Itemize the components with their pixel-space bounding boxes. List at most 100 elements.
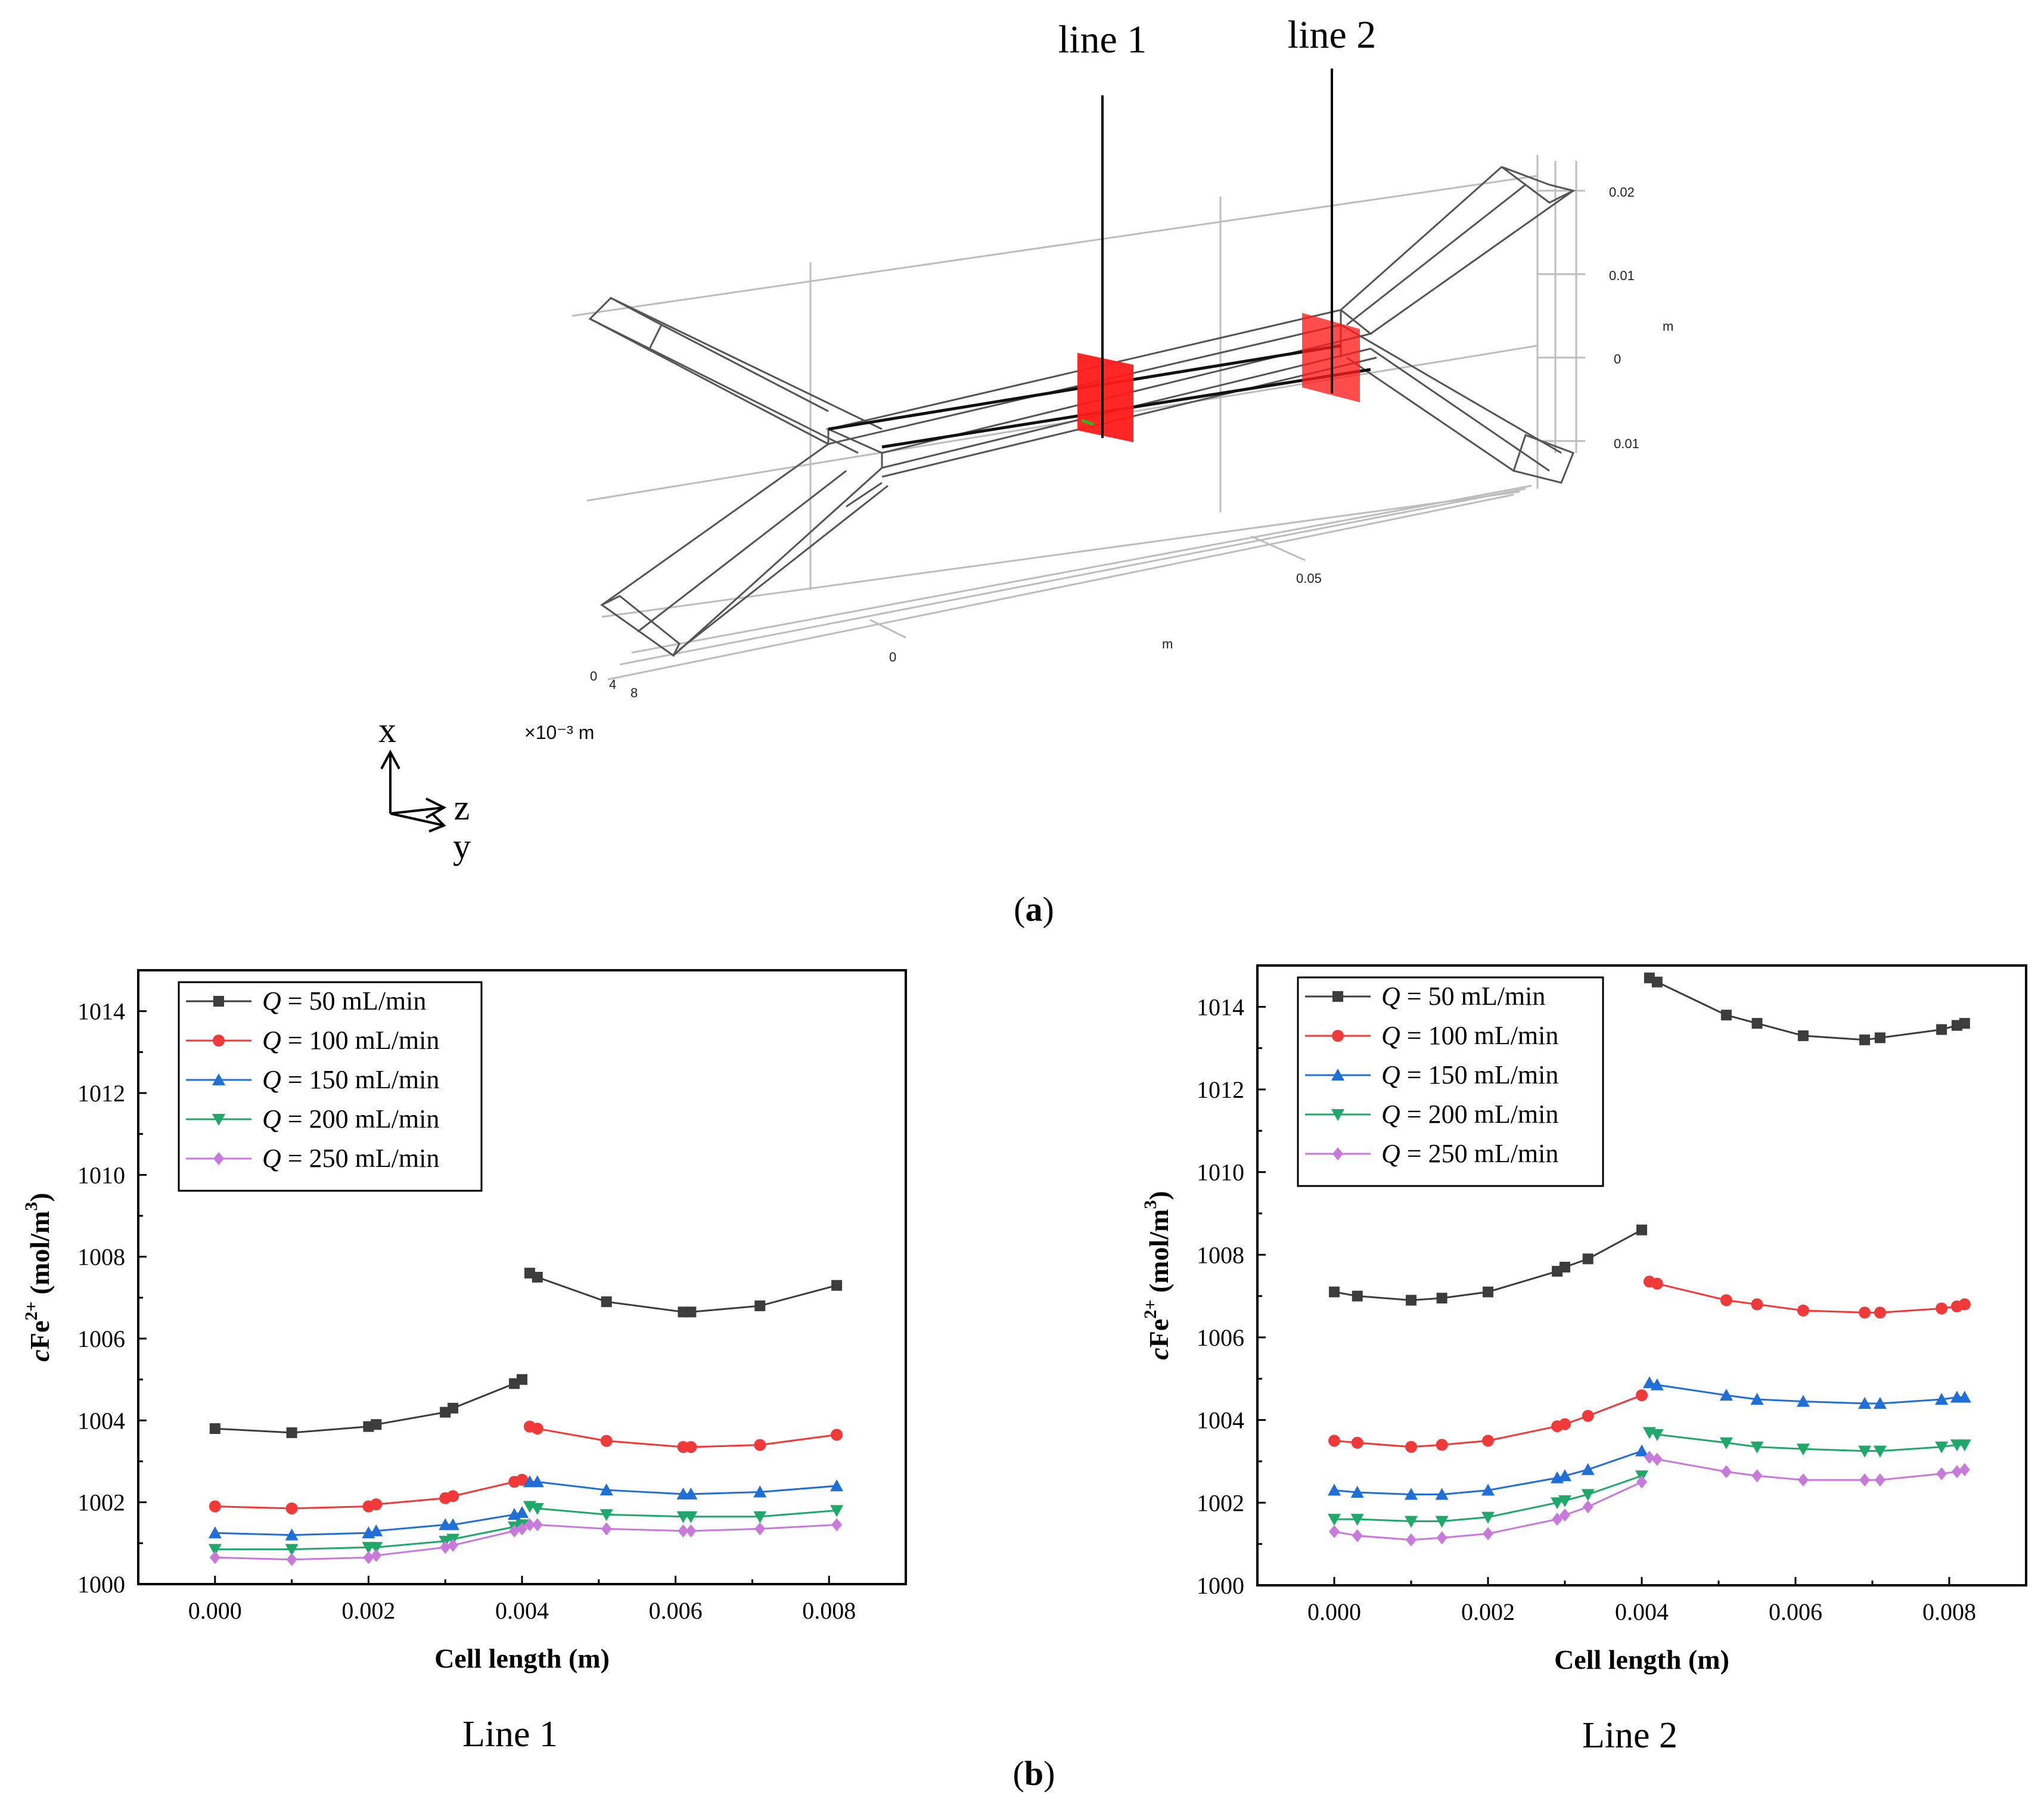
data-point <box>1582 1500 1593 1514</box>
data-point <box>286 1427 297 1438</box>
data-point <box>1797 1030 1809 1041</box>
data-point <box>1650 1429 1664 1441</box>
panel-b-letter: b <box>1024 1754 1043 1793</box>
y-axis-label: cFe2+ (mol/m3) <box>1141 1191 1174 1359</box>
data-point <box>1858 1396 1872 1409</box>
data-point <box>1436 1531 1447 1545</box>
data-point <box>369 1524 383 1536</box>
legend-marker <box>213 1035 225 1047</box>
y-tick-label: 1010 <box>77 1162 125 1188</box>
data-point <box>532 1518 543 1532</box>
series-3 <box>1328 1376 1971 1500</box>
data-point <box>1959 1463 1970 1476</box>
data-point <box>1651 1452 1663 1466</box>
legend-label: Q = 200 mL/min <box>1381 1100 1558 1129</box>
data-point <box>1350 1514 1364 1526</box>
panel-b-caption: (b) <box>1013 1754 1055 1793</box>
data-point <box>1483 1527 1493 1541</box>
legend-label-q: Q <box>1381 1139 1400 1168</box>
data-point <box>1350 1486 1364 1498</box>
depth-tick-1: 4 <box>609 677 616 692</box>
green-marker <box>1081 418 1094 426</box>
data-point <box>1435 1516 1449 1528</box>
data-point <box>1328 1435 1340 1447</box>
data-point <box>1720 1294 1732 1306</box>
legend-label-q: Q <box>262 1026 281 1055</box>
data-point <box>1483 1286 1493 1297</box>
legend-label-rest: = 150 mL/min <box>1400 1060 1559 1089</box>
legend-marker <box>213 1152 224 1165</box>
data-point <box>1958 1298 1971 1311</box>
y-label-fe: Fe <box>24 1321 55 1350</box>
data-point <box>1651 1277 1663 1290</box>
data-point <box>371 1419 382 1430</box>
data-point <box>754 1439 766 1451</box>
y-label-unit: (mol/m <box>24 1211 55 1302</box>
data-point <box>1406 1294 1416 1306</box>
line-1-label: line 1 <box>1058 18 1147 61</box>
data-point <box>1644 1451 1655 1464</box>
data-point <box>1797 1304 1809 1317</box>
y-tick-label: 1004 <box>1197 1407 1244 1434</box>
series-line <box>1649 1280 1965 1314</box>
legend-label: Q = 100 mL/min <box>1381 1021 1558 1050</box>
data-point <box>1329 1286 1340 1297</box>
data-point <box>440 1541 451 1554</box>
series-2 <box>1328 1275 1971 1453</box>
x-tick-label: 0.002 <box>1461 1598 1515 1625</box>
data-point <box>600 1435 613 1447</box>
data-point <box>1482 1435 1494 1447</box>
data-point <box>1552 1513 1563 1526</box>
axis-triad <box>380 749 447 833</box>
x-axis-label: Cell length (m) <box>1554 1644 1729 1675</box>
y-tick-label: 1006 <box>77 1325 125 1352</box>
y-tick-label: 1014 <box>77 998 125 1025</box>
data-point <box>1859 1473 1871 1487</box>
data-point <box>1874 1306 1886 1319</box>
data-point <box>1405 1440 1417 1453</box>
legend-marker <box>212 1114 225 1126</box>
data-point <box>1720 1010 1732 1021</box>
legend-marker <box>1332 991 1343 1002</box>
legend-label-q: Q <box>1381 1060 1400 1089</box>
data-point <box>678 1524 689 1538</box>
y-tick-label: 1014 <box>1197 994 1244 1020</box>
series-line <box>215 1523 523 1551</box>
data-point <box>684 1487 698 1499</box>
series-line <box>215 1511 523 1536</box>
x-tick-label: 0.000 <box>1307 1598 1361 1625</box>
data-point <box>447 1490 459 1502</box>
legend-label-rest: = 50 mL/min <box>281 986 427 1016</box>
data-point <box>517 1374 527 1385</box>
data-point <box>684 1511 698 1523</box>
legend-box <box>178 981 483 1192</box>
right-tick-1: 0.01 <box>1609 268 1635 283</box>
y-tick-label: 1006 <box>1197 1324 1244 1351</box>
series-4 <box>1328 1427 1971 1528</box>
data-point <box>363 1551 374 1564</box>
y-tick-label: 1008 <box>1197 1241 1244 1268</box>
legend-marker <box>213 996 224 1007</box>
data-point <box>1650 1378 1664 1390</box>
legend-marker <box>212 1073 225 1085</box>
data-point <box>601 1522 612 1536</box>
data-point <box>1873 1396 1887 1409</box>
background-grid <box>571 155 1585 681</box>
data-point <box>1405 1488 1418 1500</box>
y-axis-label: cFe2+ (mol/m3) <box>21 1193 55 1361</box>
x-axis-label: Cell length (m) <box>434 1643 610 1674</box>
section-plane-line-1 <box>1077 353 1133 442</box>
series-2 <box>209 1420 843 1514</box>
y-label-c: c <box>1144 1348 1174 1359</box>
y-label-unit-sup: 3 <box>21 1202 41 1211</box>
data-point <box>1796 1395 1810 1407</box>
legend-box <box>1297 976 1604 1187</box>
chart-title: Line 1 <box>462 1714 558 1755</box>
triad-y-label: y <box>453 827 471 866</box>
depth-tick-0: 0 <box>590 669 597 684</box>
data-point <box>1582 1253 1593 1265</box>
data-point <box>1719 1437 1733 1449</box>
data-point <box>1635 1444 1648 1457</box>
data-point <box>524 1518 535 1532</box>
